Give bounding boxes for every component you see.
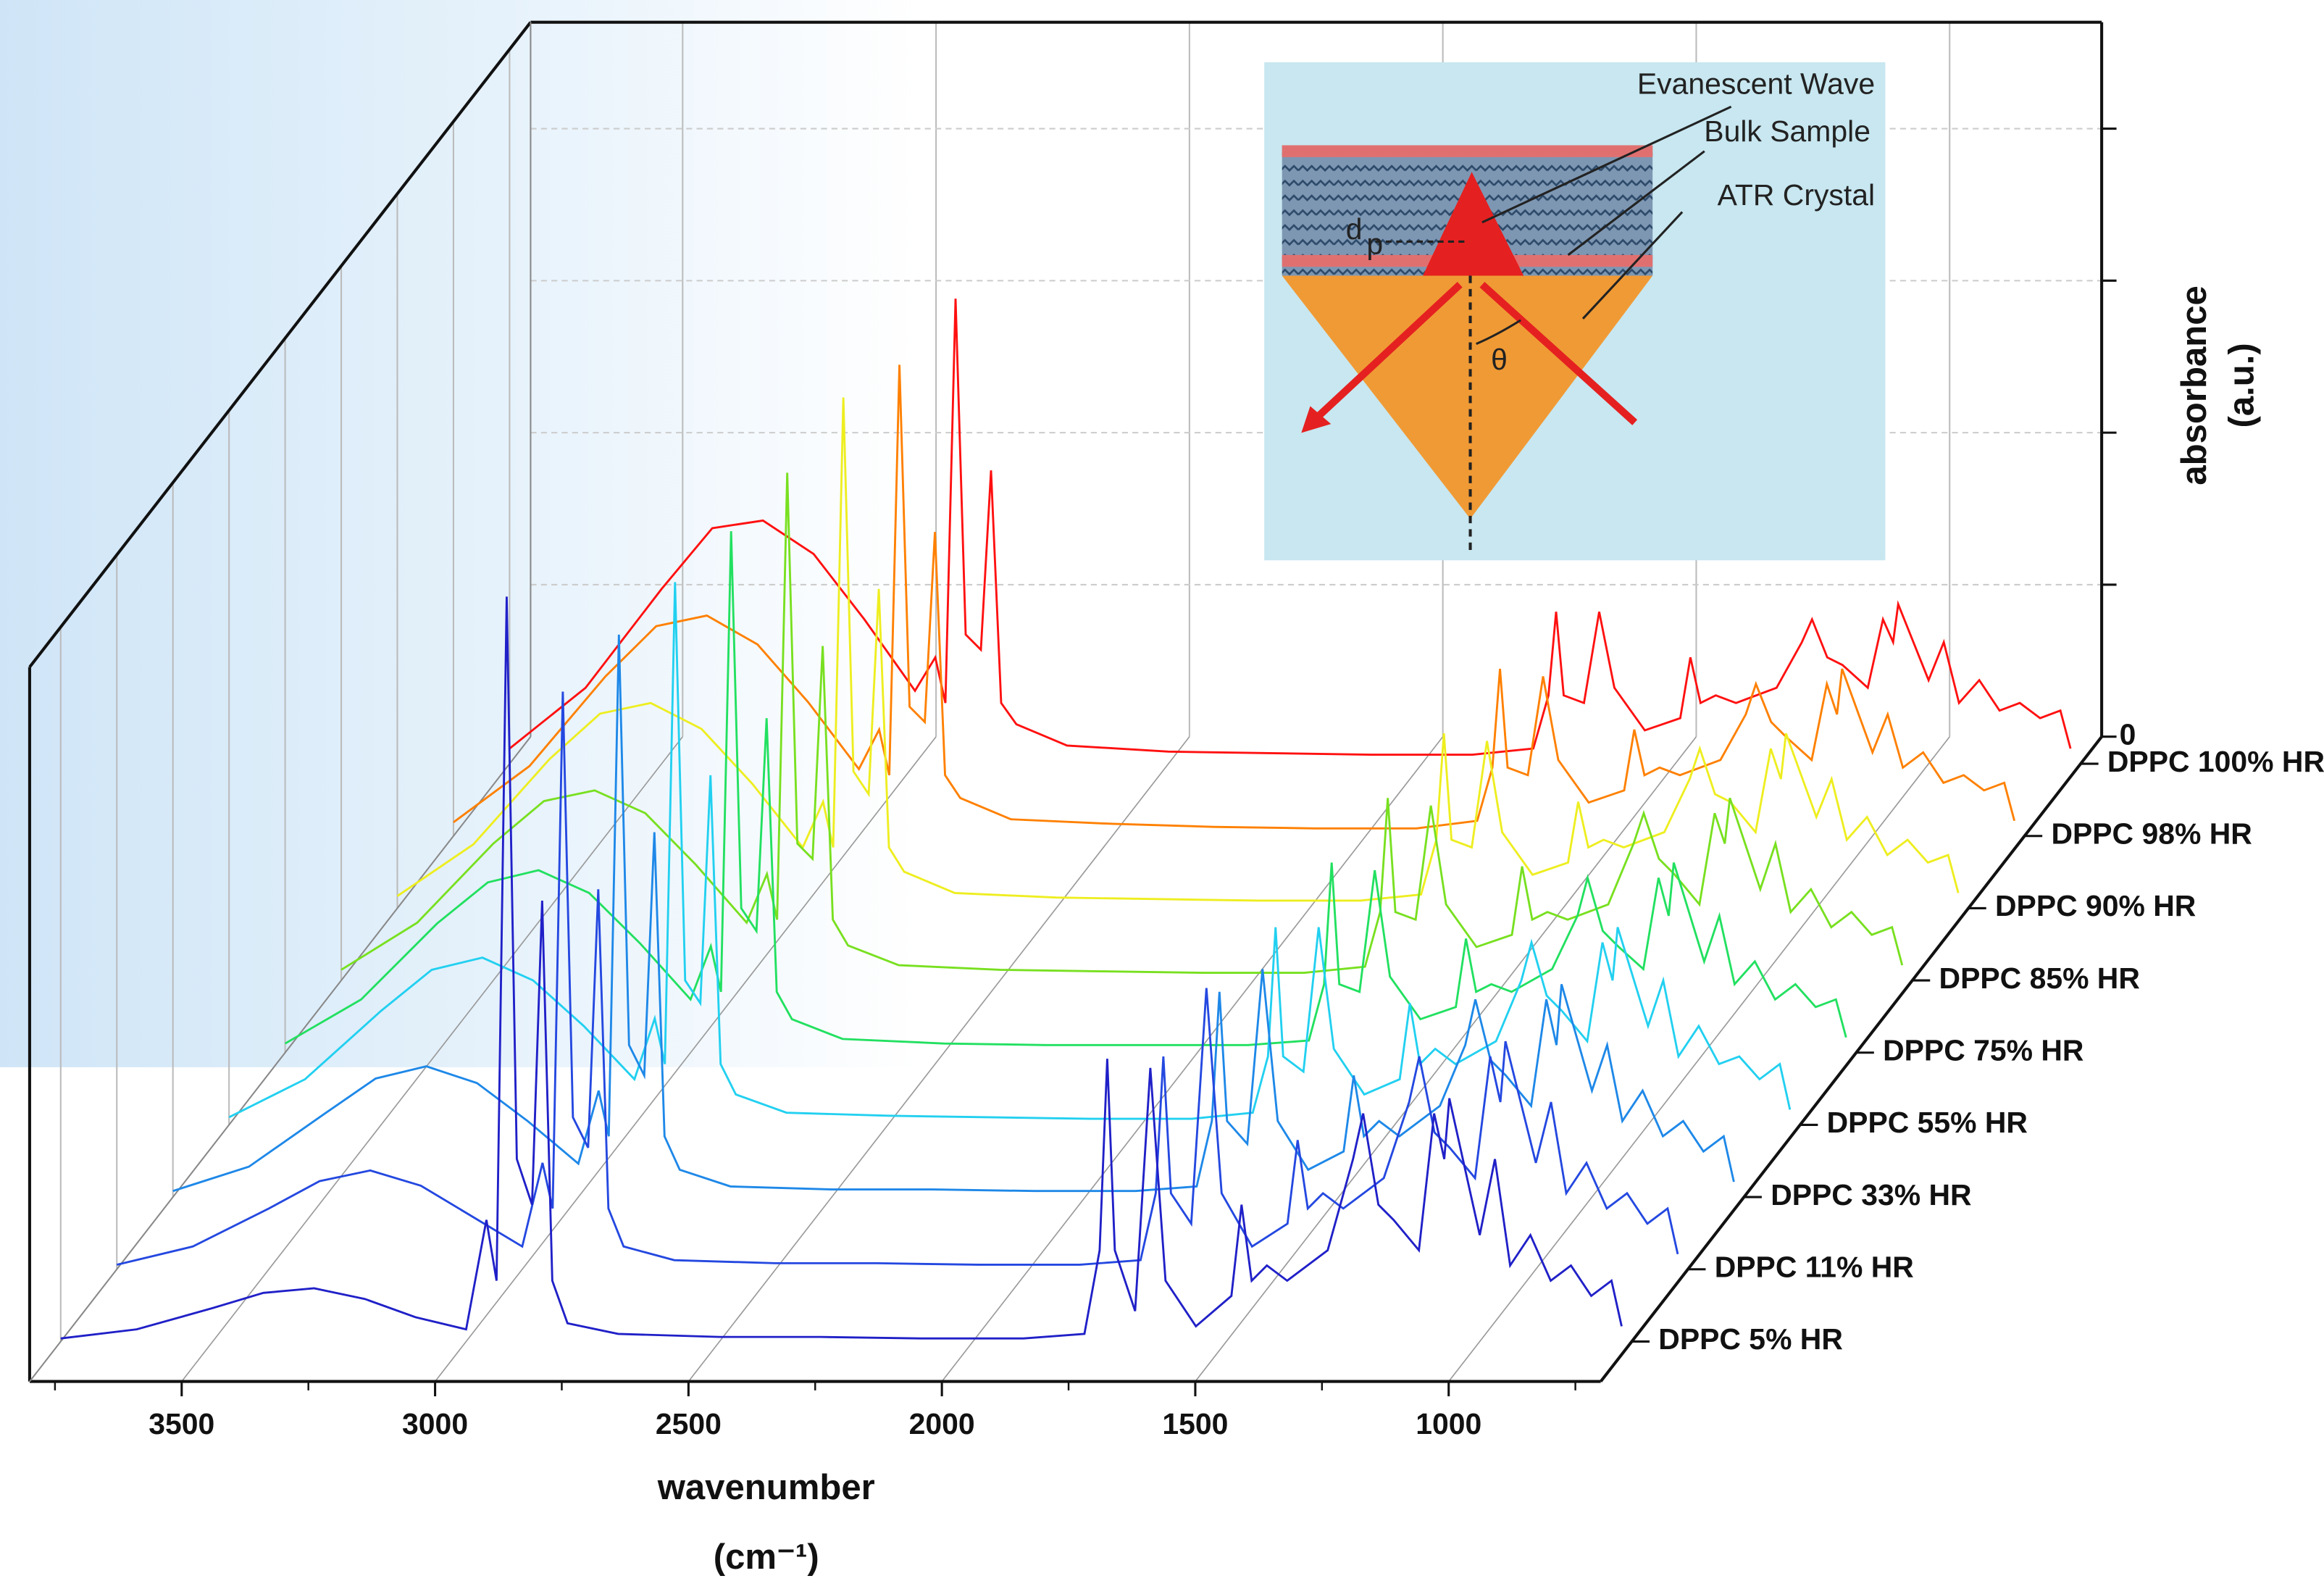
x-tick-label: 1500: [1162, 1407, 1228, 1440]
floor-grid-line: [1195, 736, 1697, 1382]
series-label: DPPC 98% HR: [2051, 817, 2252, 851]
series-label: DPPC 55% HR: [1827, 1106, 2028, 1139]
spectrum-line: [116, 691, 1679, 1266]
annotation: Bulk Sample: [1704, 114, 1871, 148]
floor-grid-line: [181, 736, 683, 1382]
floor-grid-line: [687, 736, 1190, 1382]
annotation: Evanescent Wave: [1637, 67, 1875, 100]
series-label: DPPC 33% HR: [1771, 1178, 1971, 1211]
pointer: [1567, 150, 1705, 257]
series-label: DPPC 85% HR: [1939, 962, 2140, 995]
evanescent-wave: [1423, 172, 1524, 276]
axis-line: [29, 736, 532, 1382]
x-tick-label: 3000: [402, 1407, 468, 1440]
atr-crystal: [1282, 275, 1653, 519]
angle-arc: [1476, 319, 1521, 346]
x-tick-label: 1000: [1416, 1407, 1481, 1440]
x-axis-label: wavenumber: [657, 1468, 875, 1507]
annotation: d: [1346, 212, 1363, 246]
floor-grid-line: [1448, 736, 1950, 1382]
annotation: p: [1366, 227, 1383, 260]
floor-grid-line: [434, 736, 937, 1382]
head-groups: [1282, 145, 1653, 157]
series-label: DPPC 90% HR: [1995, 889, 2196, 922]
series-label: DPPC 11% HR: [1715, 1251, 1914, 1284]
incident-ray: [1479, 281, 1638, 425]
axis-line: [1599, 735, 2103, 1382]
x-tick-label: 2500: [656, 1407, 722, 1440]
y-tick-label: 0: [2120, 718, 2136, 751]
annotation: θ: [1491, 343, 1508, 376]
pointer: [1581, 211, 1684, 320]
spectrum-line: [228, 582, 1792, 1120]
spectrum-line: [284, 531, 1847, 1046]
series-label: DPPC 100% HR: [2107, 745, 2324, 778]
x-tick-label: 3500: [149, 1407, 214, 1440]
spectrum-line: [172, 634, 1735, 1193]
pointer: [1481, 105, 1732, 224]
y-axis-label: (a.u.): [2222, 343, 2261, 428]
inset: Evanescent Wave Bulk Sample ATR Crystal …: [1264, 62, 1886, 561]
axis-line: [28, 21, 532, 668]
annotation: ATR Crystal: [1718, 178, 1875, 212]
spectrum-line: [60, 596, 1623, 1340]
series-label: DPPC 5% HR: [1658, 1322, 1843, 1356]
y-axis-label: absorbance: [2175, 285, 2214, 485]
reflected-ray: [1309, 282, 1463, 425]
x-tick-label: 2000: [909, 1407, 975, 1440]
background: [0, 0, 919, 1067]
spectrum-line: [340, 472, 1904, 975]
series-label: DPPC 75% HR: [1883, 1034, 2083, 1067]
spectrum-line: [396, 397, 1960, 902]
floor-grid-line: [941, 736, 1444, 1382]
arrow-head: [1301, 406, 1332, 433]
x-axis-unit: (cm⁻¹): [714, 1538, 819, 1577]
